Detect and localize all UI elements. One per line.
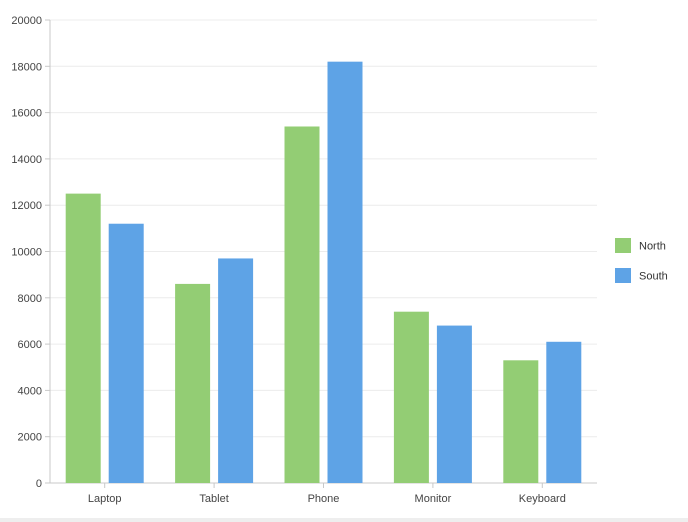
bar-south-keyboard[interactable] xyxy=(546,341,582,483)
bar-north-keyboard[interactable] xyxy=(503,360,539,483)
y-tick-label: 8000 xyxy=(18,293,42,305)
bar-north-phone[interactable] xyxy=(284,126,320,484)
legend[interactable]: North South xyxy=(615,238,668,283)
y-tick-label: 2000 xyxy=(18,432,42,444)
legend-label: North xyxy=(639,241,666,253)
x-tick-label: Tablet xyxy=(199,493,228,505)
y-tick-label: 14000 xyxy=(11,154,42,166)
bottom-border xyxy=(0,518,688,522)
bar-south-laptop[interactable] xyxy=(108,223,144,483)
legend-item-north[interactable]: North xyxy=(615,238,666,253)
legend-swatch xyxy=(615,238,631,253)
bar-south-tablet[interactable] xyxy=(218,258,254,483)
bar-north-laptop[interactable] xyxy=(65,193,101,483)
x-tick-label: Keyboard xyxy=(519,493,566,505)
bar-north-monitor[interactable] xyxy=(393,311,429,483)
y-tick-label: 18000 xyxy=(11,61,42,73)
y-tick-label: 12000 xyxy=(11,200,42,212)
bars xyxy=(65,61,582,484)
bar-south-phone[interactable] xyxy=(327,61,363,484)
legend-swatch xyxy=(615,268,631,283)
legend-label: South xyxy=(639,271,668,283)
x-tick-label: Laptop xyxy=(88,493,122,505)
y-tick-labels: 0 2000 4000 6000 8000 10000 12000 14000 16000 180… xyxy=(11,15,50,490)
y-tick-label: 16000 xyxy=(11,108,42,120)
x-tick-labels: Laptop Tablet Phone Monitor Keyboard xyxy=(88,483,566,505)
y-tick-label: 20000 xyxy=(11,15,42,27)
x-tick-label: Phone xyxy=(308,493,340,505)
bar-south-monitor[interactable] xyxy=(436,325,472,483)
legend-item-south[interactable]: South xyxy=(615,268,668,283)
bar-north-tablet[interactable] xyxy=(175,283,211,483)
y-tick-label: 4000 xyxy=(18,385,42,397)
x-tick-label: Monitor xyxy=(415,493,452,505)
y-tick-label: 6000 xyxy=(18,339,42,351)
y-tick-label: 10000 xyxy=(11,247,42,259)
y-tick-label: 0 xyxy=(36,478,42,490)
